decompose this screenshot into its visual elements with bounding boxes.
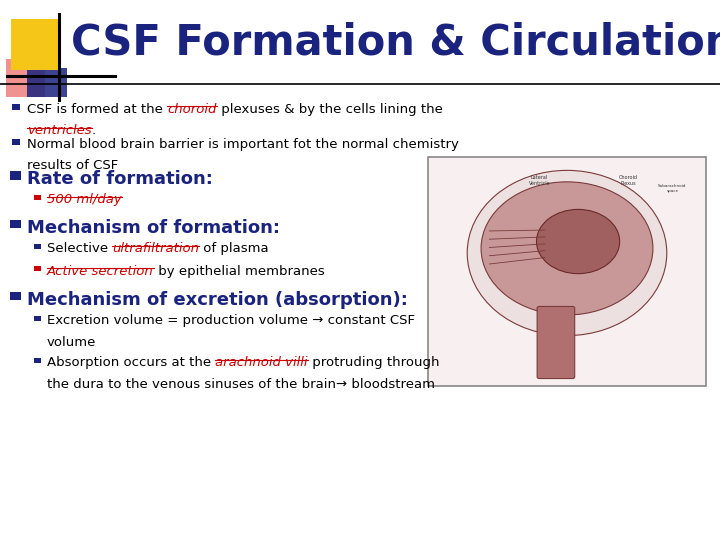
FancyBboxPatch shape: [6, 59, 45, 97]
FancyBboxPatch shape: [11, 19, 60, 70]
FancyBboxPatch shape: [537, 306, 575, 379]
FancyBboxPatch shape: [12, 139, 20, 145]
Ellipse shape: [481, 182, 653, 315]
Ellipse shape: [536, 210, 620, 274]
FancyBboxPatch shape: [35, 267, 40, 271]
FancyBboxPatch shape: [35, 195, 40, 200]
Text: Mechanism of excretion (absorption):: Mechanism of excretion (absorption):: [27, 291, 408, 308]
Text: Rate of formation:: Rate of formation:: [27, 170, 213, 188]
FancyBboxPatch shape: [35, 316, 40, 321]
Text: arachnoid villi: arachnoid villi: [215, 356, 307, 369]
Text: Normal blood brain barrier is important fot the normal chemistry: Normal blood brain barrier is important …: [27, 138, 459, 151]
Text: the dura to the venous sinuses of the brain→ bloodstream: the dura to the venous sinuses of the br…: [47, 378, 435, 391]
Text: .: .: [92, 124, 96, 137]
FancyBboxPatch shape: [428, 157, 706, 386]
Text: Mechanism of formation:: Mechanism of formation:: [27, 219, 280, 237]
Text: choroid: choroid: [168, 103, 217, 116]
Text: Active secretion: Active secretion: [47, 265, 153, 278]
FancyBboxPatch shape: [10, 220, 22, 228]
Text: volume: volume: [47, 336, 96, 349]
Text: by epithelial membranes: by epithelial membranes: [153, 265, 324, 278]
Text: Excretion volume = production volume → constant CSF: Excretion volume = production volume → c…: [47, 314, 415, 327]
FancyBboxPatch shape: [35, 359, 40, 363]
Text: Subarachnoid
space: Subarachnoid space: [658, 184, 687, 193]
Text: results of CSF: results of CSF: [27, 159, 119, 172]
FancyBboxPatch shape: [10, 292, 22, 300]
Text: plexuses & by the cells lining the: plexuses & by the cells lining the: [217, 103, 443, 116]
Text: Selective: Selective: [47, 242, 112, 255]
Text: of plasma: of plasma: [199, 242, 269, 255]
FancyBboxPatch shape: [35, 244, 40, 248]
Text: ultrafiltration: ultrafiltration: [112, 242, 199, 255]
Text: Choroid
Plexus: Choroid Plexus: [618, 175, 637, 186]
Text: Lateral
Ventricle: Lateral Ventricle: [528, 175, 550, 186]
Text: CSF is formed at the: CSF is formed at the: [27, 103, 168, 116]
FancyBboxPatch shape: [27, 68, 67, 97]
Text: protruding through: protruding through: [307, 356, 439, 369]
FancyBboxPatch shape: [10, 171, 22, 179]
Text: Absorption occurs at the: Absorption occurs at the: [47, 356, 215, 369]
FancyBboxPatch shape: [12, 104, 20, 110]
Text: CSF Formation & Circulation: CSF Formation & Circulation: [71, 22, 720, 64]
Text: ventricles: ventricles: [27, 124, 92, 137]
Ellipse shape: [467, 171, 667, 335]
Text: 500 ml/day: 500 ml/day: [47, 193, 122, 206]
